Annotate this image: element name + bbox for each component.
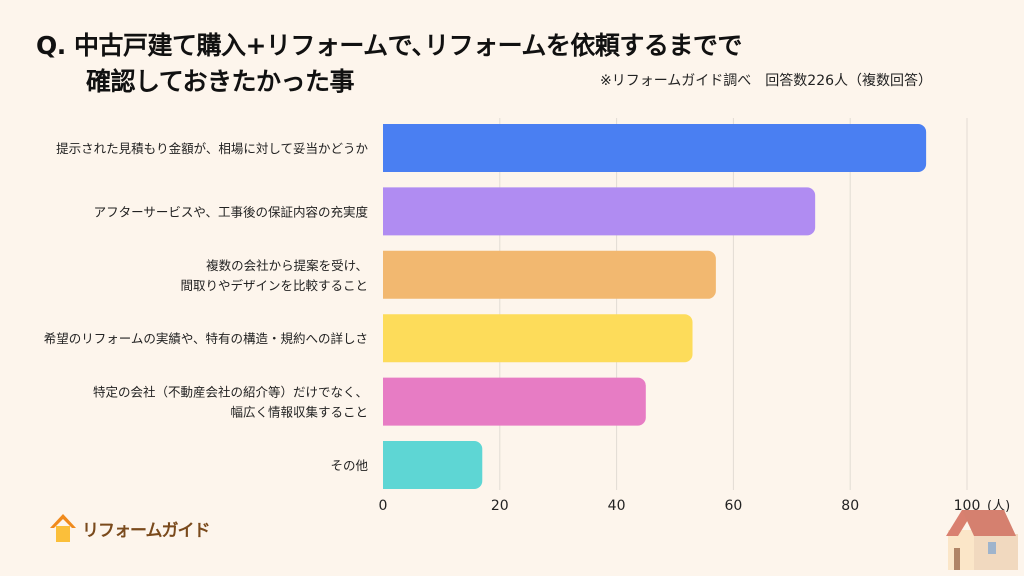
category-label: 間取りやデザインを比較すること <box>180 278 368 293</box>
logo-text: リフォームガイド <box>82 520 210 541</box>
category-label: 特定の会社（不動産会社の紹介等）だけでなく、 <box>93 385 368 400</box>
house-logo-icon <box>50 514 76 542</box>
category-label: 複数の会社から提案を受け、 <box>206 258 368 273</box>
category-label: 提示された見積もり金額が、相場に対して妥当かどうか <box>56 141 368 156</box>
category-label: その他 <box>330 458 368 473</box>
x-tick-label: 40 <box>608 498 626 514</box>
category-label: 幅広く情報収集すること <box>230 405 368 420</box>
bar <box>383 124 927 172</box>
bar <box>383 314 693 363</box>
bar <box>383 250 716 299</box>
chart-title-line1: Q. 中古戸建て購入+リフォームで､リフォームを依頼するまでで <box>36 31 742 60</box>
x-tick-label: 60 <box>724 498 742 514</box>
chart-title-line2: 確認しておきたかった事 <box>86 67 355 96</box>
x-tick-label: 0 <box>379 498 388 514</box>
category-label: アフターサービスや、工事後の保証内容の充実度 <box>94 204 369 219</box>
category-label: 希望のリフォームの実績や、特有の構造・規約への詳しさ <box>44 331 368 346</box>
source-note: ※リフォームガイド調べ 回答数226人（複数回答） <box>600 73 933 89</box>
x-tick-label: 80 <box>841 498 859 514</box>
bar <box>383 187 816 236</box>
bar <box>383 441 483 489</box>
x-tick-label: 20 <box>491 498 509 514</box>
logo: リフォームガイド <box>48 512 210 544</box>
bar <box>383 377 646 426</box>
house-illustration-icon <box>946 510 1018 570</box>
